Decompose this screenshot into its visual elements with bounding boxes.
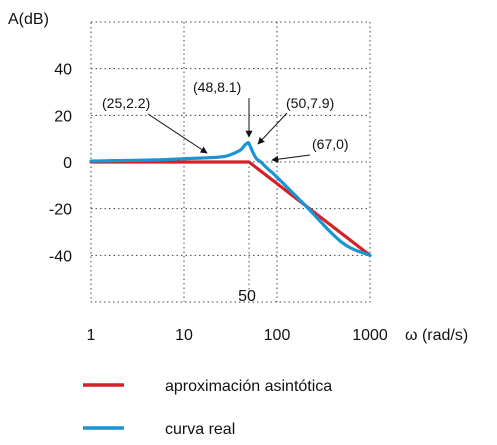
y-tick-labels: 40 20 0 -20 -40 [49, 62, 72, 266]
corner-frequency-label: 50 [238, 288, 256, 305]
annotation-label: (50,7.9) [286, 95, 334, 111]
annotation-arrow [147, 113, 208, 154]
legend: aproximación asintótica curva real [83, 378, 332, 438]
annotation-label: (25,2.2) [102, 95, 150, 111]
annotation-label: (67,0) [312, 136, 349, 152]
series-line-real [89, 141, 372, 257]
annotation-arrow [257, 112, 288, 145]
legend-label: curva real [165, 421, 235, 438]
x-tick-label: 1 [87, 327, 96, 344]
y-axis-label: A(dB) [8, 11, 49, 28]
y-tick-label: -20 [49, 202, 72, 219]
annotation-label: (48,8.1) [193, 79, 241, 95]
x-tick-label: 10 [175, 327, 193, 344]
x-tick-labels: 1 10 100 1000 [87, 327, 388, 344]
annotation-arrow [271, 154, 311, 163]
y-tick-label: 0 [63, 155, 72, 172]
x-tick-label: 100 [264, 327, 291, 344]
y-tick-label: -40 [49, 248, 72, 265]
annotations: (25,2.2) (48,8.1) (50,7.9) (67,0) [102, 79, 349, 163]
series [89, 141, 372, 257]
x-tick-label: 1000 [352, 327, 388, 344]
y-tick-label: 40 [54, 62, 72, 79]
y-tick-label: 20 [54, 108, 72, 125]
x-axis-label: ω (rad/s) [405, 327, 468, 344]
legend-label: aproximación asintótica [165, 378, 332, 395]
